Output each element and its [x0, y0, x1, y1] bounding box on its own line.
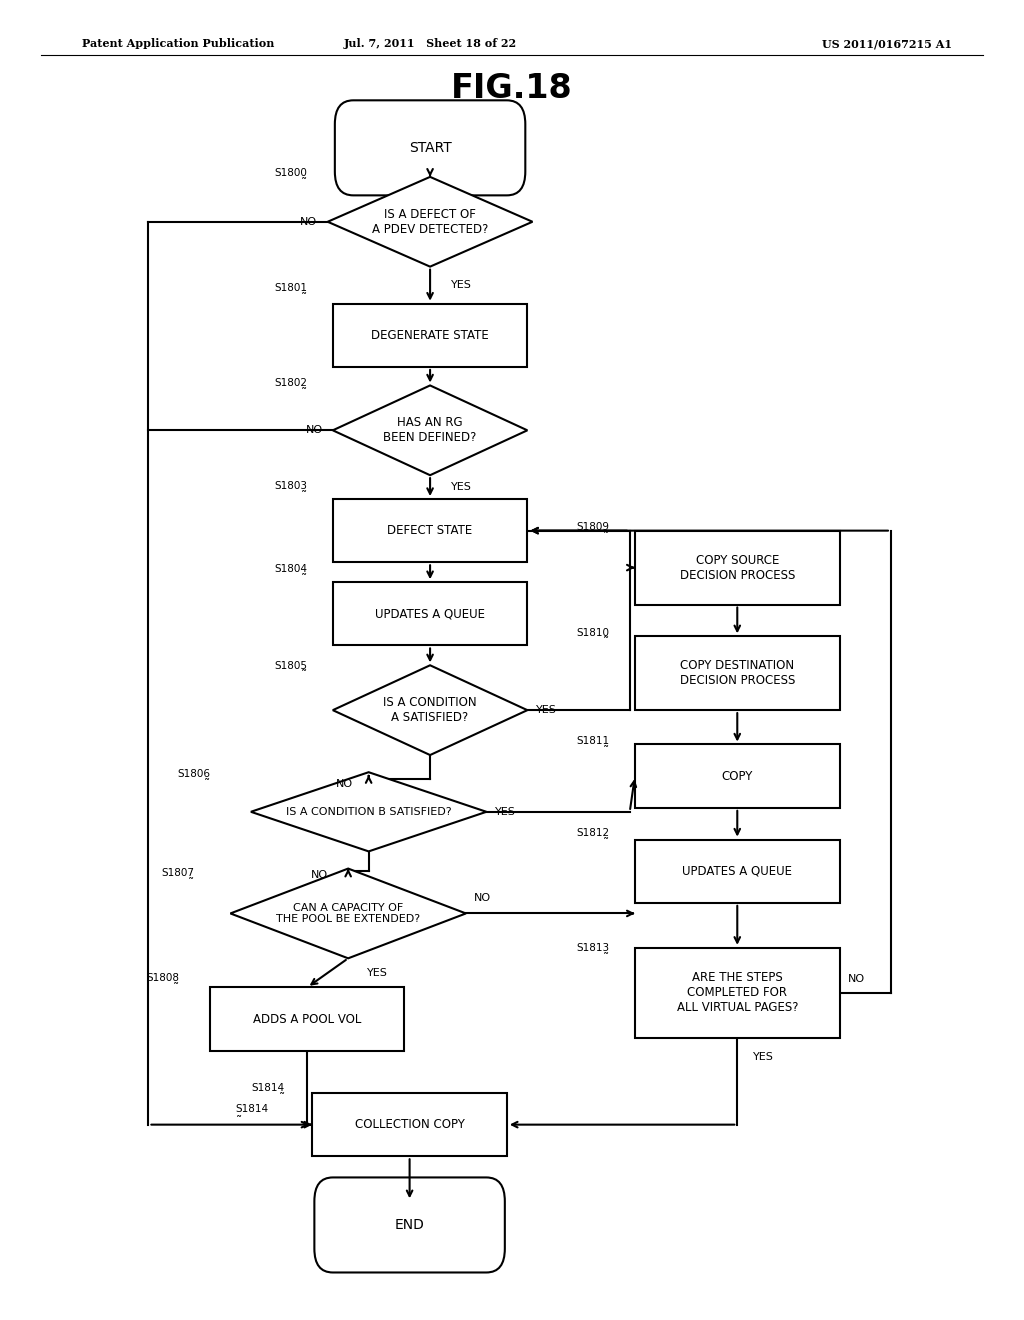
Text: IS A DEFECT OF
A PDEV DETECTED?: IS A DEFECT OF A PDEV DETECTED?	[372, 207, 488, 236]
Text: ˜: ˜	[603, 952, 609, 965]
Text: S1811: S1811	[577, 735, 609, 746]
Polygon shape	[251, 772, 486, 851]
Bar	[635, 948, 840, 1038]
Text: YES: YES	[367, 968, 387, 978]
Text: ˜: ˜	[603, 837, 609, 850]
Text: YES: YES	[753, 1052, 773, 1063]
Text: ˜: ˜	[301, 292, 307, 305]
Text: Jul. 7, 2011   Sheet 18 of 22: Jul. 7, 2011 Sheet 18 of 22	[343, 38, 517, 49]
Bar	[333, 499, 527, 562]
Text: ˜: ˜	[279, 1092, 285, 1105]
Text: CAN A CAPACITY OF
THE POOL BE EXTENDED?: CAN A CAPACITY OF THE POOL BE EXTENDED?	[276, 903, 420, 924]
Text: NO: NO	[300, 216, 317, 227]
Text: YES: YES	[495, 807, 515, 817]
Text: S1814: S1814	[252, 1082, 285, 1093]
Text: S1802: S1802	[274, 378, 307, 388]
Text: DEFECT STATE: DEFECT STATE	[387, 524, 473, 537]
Text: S1813: S1813	[577, 942, 609, 953]
Polygon shape	[230, 869, 466, 958]
Text: S1800: S1800	[274, 168, 307, 178]
Bar	[210, 987, 404, 1051]
Text: COLLECTION COPY: COLLECTION COPY	[354, 1118, 465, 1131]
Polygon shape	[328, 177, 532, 267]
Bar	[333, 582, 527, 645]
Text: COPY SOURCE
DECISION PROCESS: COPY SOURCE DECISION PROCESS	[680, 553, 795, 582]
Polygon shape	[333, 385, 527, 475]
Text: IS A CONDITION
A SATISFIED?: IS A CONDITION A SATISFIED?	[383, 696, 477, 725]
Text: S1801: S1801	[274, 282, 307, 293]
Text: DEGENERATE STATE: DEGENERATE STATE	[372, 329, 488, 342]
Text: Patent Application Publication: Patent Application Publication	[82, 38, 274, 49]
Text: ˜: ˜	[301, 177, 307, 190]
Text: NO: NO	[305, 425, 323, 436]
Text: S1804: S1804	[274, 564, 307, 574]
Text: S1807: S1807	[162, 867, 195, 878]
Text: NO: NO	[310, 870, 328, 880]
Text: S1812: S1812	[577, 828, 609, 838]
Text: NO: NO	[848, 974, 865, 985]
Bar	[635, 744, 840, 808]
Text: ˜: ˜	[603, 744, 609, 758]
Text: S1810: S1810	[577, 627, 609, 638]
Text: ˜: ˜	[603, 636, 609, 649]
Text: COPY: COPY	[722, 770, 753, 783]
Text: ˜: ˜	[301, 573, 307, 586]
Text: YES: YES	[536, 705, 556, 715]
Text: ADDS A POOL VOL: ADDS A POOL VOL	[253, 1012, 361, 1026]
Text: S1806: S1806	[177, 768, 210, 779]
Text: ˜: ˜	[173, 982, 179, 995]
Text: ˜: ˜	[301, 490, 307, 503]
Text: HAS AN RG
BEEN DEFINED?: HAS AN RG BEEN DEFINED?	[383, 416, 477, 445]
Text: ˜: ˜	[301, 387, 307, 400]
Text: S1805: S1805	[274, 660, 307, 671]
Text: ˜: ˜	[603, 531, 609, 544]
Text: YES: YES	[451, 280, 471, 290]
Text: ˜: ˜	[204, 777, 210, 791]
Text: FIG.18: FIG.18	[452, 71, 572, 104]
Text: ARE THE STEPS
COMPLETED FOR
ALL VIRTUAL PAGES?: ARE THE STEPS COMPLETED FOR ALL VIRTUAL …	[677, 972, 798, 1014]
Text: S1803: S1803	[274, 480, 307, 491]
Text: NO: NO	[336, 779, 353, 789]
Text: S1814: S1814	[236, 1104, 268, 1114]
Text: END: END	[394, 1218, 425, 1232]
Text: START: START	[409, 141, 452, 154]
Text: S1808: S1808	[146, 973, 179, 983]
Text: COPY DESTINATION
DECISION PROCESS: COPY DESTINATION DECISION PROCESS	[680, 659, 795, 688]
FancyBboxPatch shape	[335, 100, 525, 195]
Text: NO: NO	[474, 892, 492, 903]
Text: ˜: ˜	[301, 669, 307, 682]
Text: UPDATES A QUEUE: UPDATES A QUEUE	[682, 865, 793, 878]
Text: IS A CONDITION B SATISFIED?: IS A CONDITION B SATISFIED?	[286, 807, 452, 817]
Bar	[635, 636, 840, 710]
Polygon shape	[333, 665, 527, 755]
Text: US 2011/0167215 A1: US 2011/0167215 A1	[822, 38, 952, 49]
FancyBboxPatch shape	[314, 1177, 505, 1272]
Text: YES: YES	[451, 482, 471, 492]
Text: ˜: ˜	[236, 1115, 242, 1129]
Text: ˜: ˜	[188, 876, 195, 890]
Bar	[333, 304, 527, 367]
Text: UPDATES A QUEUE: UPDATES A QUEUE	[375, 607, 485, 620]
Text: S1809: S1809	[577, 521, 609, 532]
Bar	[635, 840, 840, 903]
Bar	[312, 1093, 507, 1156]
Bar	[635, 531, 840, 605]
